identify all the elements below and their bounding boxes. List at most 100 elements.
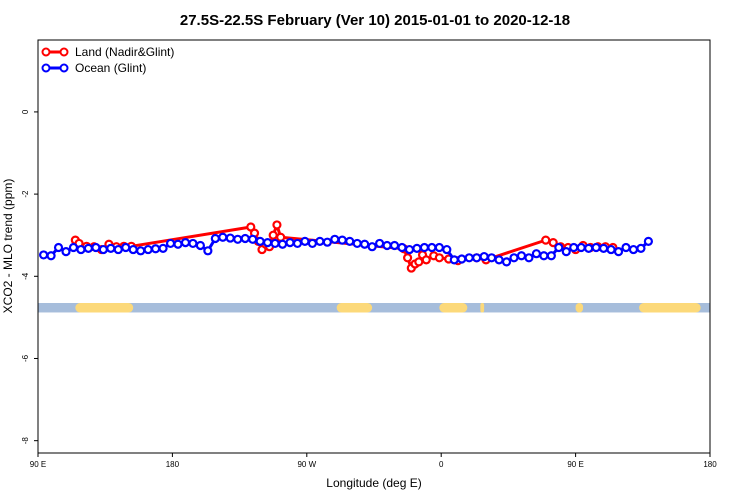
x-axis-label: Longitude (deg E)	[326, 476, 421, 490]
series-1-point	[516, 251, 527, 261]
x-tick-label-3: 0	[439, 460, 444, 469]
legend-ocean-marker-1	[41, 63, 51, 73]
series-1-point	[427, 242, 437, 253]
series-1-point	[53, 242, 64, 253]
series-1-point	[404, 244, 415, 255]
series-1-point	[285, 237, 295, 248]
series-1-point	[248, 234, 258, 244]
map-strip-land-1	[336, 303, 373, 313]
series-1-point	[434, 242, 444, 253]
plot-frame	[37, 39, 711, 454]
series-1-point	[539, 251, 549, 261]
series-1-point	[375, 238, 385, 249]
series-1-point	[509, 253, 519, 263]
series-1-point	[68, 242, 79, 253]
series-1-point	[628, 244, 639, 255]
series-1-point	[554, 242, 564, 253]
series-1	[38, 232, 654, 267]
legend-ocean-label: Ocean (Glint)	[75, 61, 146, 75]
series-1-point	[38, 250, 49, 260]
series-0-point	[414, 257, 424, 267]
series-1-point	[561, 247, 571, 257]
series-1-point	[277, 239, 288, 249]
series-1-point	[76, 244, 86, 255]
series-1-point	[345, 236, 355, 246]
series-0-point	[403, 253, 413, 263]
series-1-point	[501, 257, 512, 267]
series-1-point	[136, 246, 146, 256]
map-strip-land-4	[575, 303, 584, 313]
y-tick-label-1: -2	[21, 190, 30, 198]
legend-item-land: Land (Nadir&Glint)	[41, 45, 174, 59]
y-tick-label-0: 0	[21, 109, 30, 114]
series-1-point	[442, 244, 452, 255]
legend-land-marker-2	[59, 47, 69, 57]
series-1-point	[233, 234, 243, 244]
series-1-point	[255, 236, 265, 246]
series-1-point	[240, 233, 250, 244]
series-1-point	[621, 242, 631, 253]
series-1-point	[180, 237, 191, 248]
y-axis: 0 -2 -4 -6 -8	[21, 109, 38, 444]
x-tick-label-5: 180	[703, 460, 717, 469]
series-layer	[38, 220, 654, 273]
y-tick-label-2: -4	[21, 272, 30, 280]
series-1-point	[479, 251, 489, 262]
series-1-point	[263, 237, 273, 248]
chart-title: 27.5S-22.5S February (Ver 10) 2015-01-01…	[180, 12, 570, 29]
series-1-point	[472, 253, 482, 263]
series-0-point	[272, 220, 282, 230]
series-1-point	[61, 247, 71, 257]
series-1-point	[292, 238, 303, 249]
map-strip-land-2	[439, 303, 468, 313]
series-1-point	[524, 253, 534, 263]
x-tick-label-1: 180	[166, 460, 180, 469]
map-strip-land-0	[75, 303, 134, 313]
series-1-point	[613, 247, 624, 257]
series-1-point	[270, 238, 280, 249]
series-1-point	[487, 253, 497, 263]
x-tick-label-0: 90 E	[30, 460, 46, 469]
series-1-point	[546, 251, 556, 261]
series-1-point	[598, 243, 609, 253]
series-1-point	[360, 239, 370, 249]
series-1-point	[449, 255, 459, 265]
legend-ocean-marker-2	[59, 63, 69, 73]
series-1-point	[113, 244, 123, 255]
series-1-point	[569, 242, 579, 253]
series-1-point	[606, 244, 616, 255]
series-1-point	[412, 243, 422, 253]
series-1-point	[225, 233, 235, 243]
map-strip-ocean	[38, 303, 710, 313]
y-axis-label: XCO2 - MLO trend (ppm)	[1, 179, 15, 314]
series-1-point	[419, 242, 429, 253]
x-tick-label-2: 90 W	[297, 460, 316, 469]
series-1-point	[300, 236, 310, 246]
series-1-point	[143, 244, 153, 255]
map-strip-land-3	[480, 303, 485, 313]
series-0-point	[434, 253, 444, 263]
series-1-point	[210, 233, 220, 244]
series-1-point	[158, 243, 168, 253]
series-1-point	[531, 249, 542, 259]
series-1-point	[83, 243, 94, 253]
legend: Land (Nadir&Glint) Ocean (Glint)	[41, 45, 174, 75]
series-1-point	[576, 242, 586, 253]
series-1-point	[128, 244, 138, 255]
map-strip-land-5	[639, 303, 701, 313]
x-tick-label-4: 90 E	[567, 460, 583, 469]
series-0-point	[548, 237, 558, 248]
series-0-point	[268, 230, 278, 240]
series-0-point	[421, 255, 431, 265]
series-1-point	[121, 242, 131, 253]
series-1-point	[643, 236, 654, 246]
series-1-point	[367, 242, 377, 252]
series-1-point	[106, 243, 116, 253]
series-1-point	[389, 240, 400, 251]
series-1-point	[91, 242, 101, 253]
series-1-point	[337, 235, 347, 245]
series-1-point	[195, 240, 205, 251]
series-1-point	[464, 253, 474, 263]
series-1-point	[584, 243, 594, 253]
x-axis: 90 E 180 90 W 0 90 E 180	[30, 453, 717, 469]
